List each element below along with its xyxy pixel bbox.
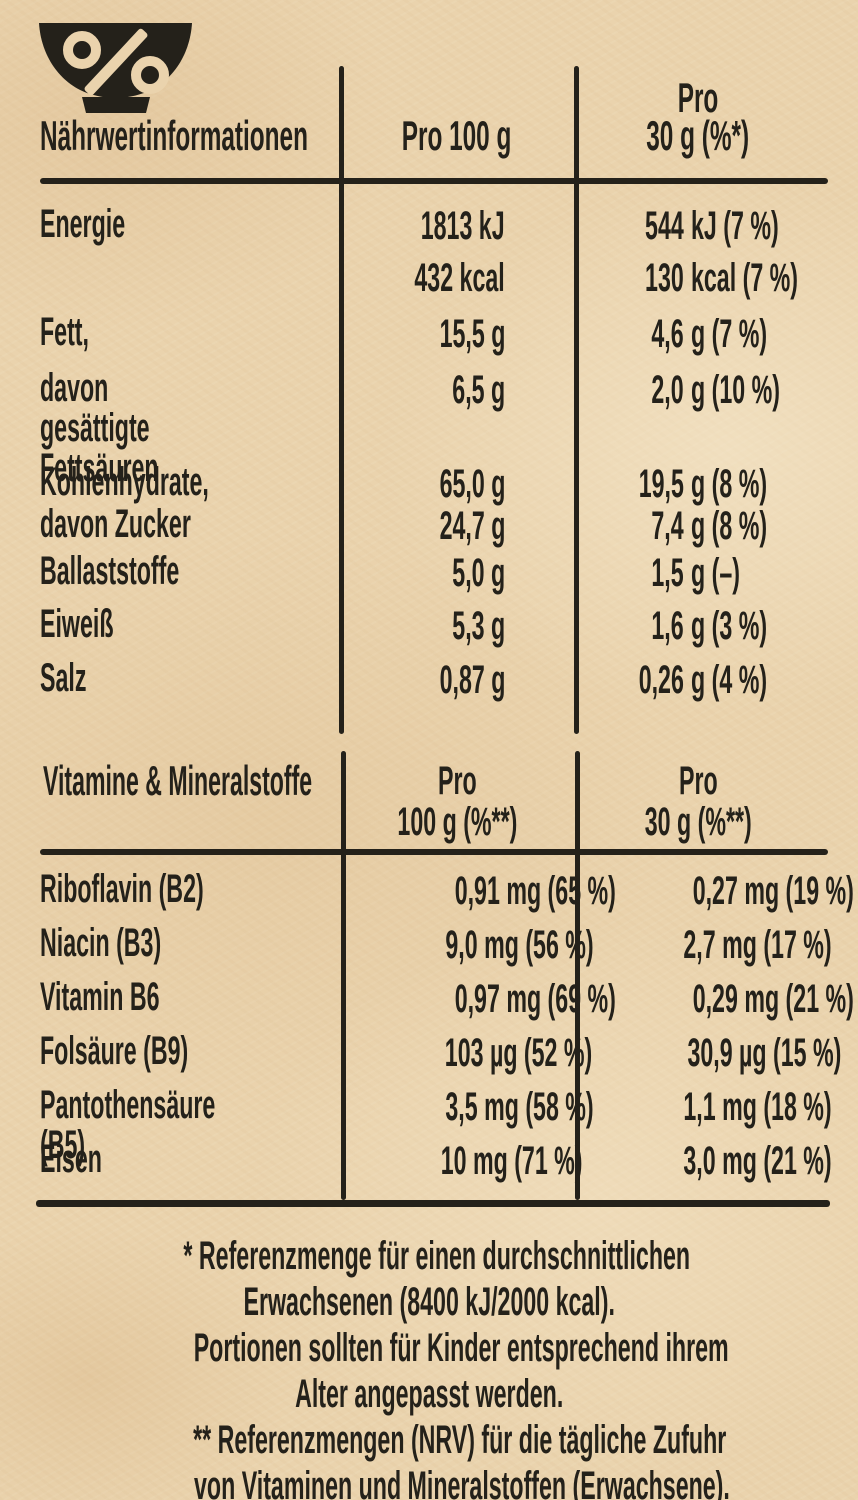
value-per-100g: 432 kcal [414, 256, 505, 300]
column-header-per-30g-line2: 30 g (%*) [646, 112, 750, 159]
row-label: Eiweiß [40, 602, 114, 646]
footnote-line: Alter angepasst werden. [294, 1372, 564, 1416]
value-per-30g: 2,0 g (10 %) [651, 368, 780, 412]
row-label: davon gesättigte Fettsäuren [40, 366, 159, 490]
value-per-30g: 4,6 g (7 %) [651, 312, 768, 356]
table-title-text: Nährwertinformationen [40, 112, 308, 159]
footnote-line: Portionen sollten für Kinder entsprechen… [193, 1326, 729, 1370]
vitamins-section-title: Vitamine & Mineralstoffe [43, 757, 313, 804]
table-row: Riboflavin (B2) 0,91 mg (65 %) 0,27 mg (… [40, 867, 854, 914]
value-per-30g: 19,5 g (8 %) [638, 462, 768, 506]
row-label: Ballaststoffe [40, 549, 180, 593]
value-per-100g: 10 mg (71 %) [440, 1139, 583, 1183]
column-divider [575, 751, 580, 1200]
column-divider [574, 66, 579, 734]
table-row: Eiweiß 5,3 g 1,6 g (3 %) [40, 604, 820, 649]
value-per-100g: 24,7 g [439, 504, 505, 548]
row-label: Energie [40, 202, 126, 246]
value-per-30g: 0,27 mg (19 %) [692, 869, 854, 913]
value-per-100g: 65,0 g [439, 462, 505, 506]
row-label: Niacin (B3) [40, 921, 162, 965]
table-row: Eisen 10 mg (71 %) 3,0 mg (21 %) [40, 1137, 832, 1184]
footnote-line: von Vitaminen und Mineralstoffen (Erwach… [194, 1464, 730, 1500]
column-divider [339, 66, 344, 734]
table-title: Nährwertinformationen [40, 112, 338, 160]
value-per-30g: 0,26 g (4 %) [638, 658, 768, 702]
footnote-line: * Referenzmenge für einen durchschnittli… [183, 1234, 691, 1278]
footnote-rule [36, 1200, 830, 1207]
vitamins-col-header-30g-line2: 30 g (%**) [644, 800, 752, 844]
row-label: Fett, [40, 310, 89, 354]
footnote-line: Erwachsenen (8400 kJ/2000 kcal). [243, 1280, 615, 1324]
table-row: Folsäure (B9) 103 µg (52 %) 30,9 µg (15 … [40, 1029, 841, 1076]
value-per-100g: 1813 kJ [421, 204, 505, 248]
table-row: Vitamin B6 0,97 mg (69 %) 0,29 mg (21 %) [40, 975, 854, 1022]
table-row: davon Zucker 24,7 g 7,4 g (8 %) [40, 504, 820, 549]
value-per-30g: 130 kcal (7 %) [645, 256, 799, 300]
table-row: davon gesättigte Fettsäuren 6,5 g 2,0 g … [40, 368, 820, 488]
value-per-30g: 7,4 g (8 %) [651, 504, 768, 548]
value-per-100g: 3,5 mg (58 %) [445, 1085, 594, 1129]
table-row: Pantothensäure (B5) 3,5 mg (58 %) 1,1 mg… [40, 1083, 832, 1167]
percent-bowl-icon [39, 23, 192, 113]
value-per-30g: 2,7 mg (17 %) [683, 923, 832, 967]
value-per-100g: 9,0 mg (56 %) [445, 923, 594, 967]
vitamins-col-header-30g-line1: Pro [678, 759, 718, 803]
vitamins-col-header-100g-line1: Pro [437, 759, 477, 803]
row-label: Eisen [40, 1137, 102, 1181]
column-divider [341, 751, 346, 1200]
value-per-100g: 5,0 g [452, 551, 505, 595]
table-row: Ballaststoffe 5,0 g 1,5 g (–) [40, 551, 820, 596]
table-row: Niacin (B3) 9,0 mg (56 %) 2,7 mg (17 %) [40, 921, 832, 968]
table-row: Energie 1813 kJ 544 kJ (7 %) [40, 204, 820, 249]
header-rule [40, 178, 828, 184]
value-per-30g: 1,5 g (–) [651, 551, 740, 595]
table-row: Salz 0,87 g 0,26 g (4 %) [40, 658, 820, 703]
table-row: Kohlenhydrate, 65,0 g 19,5 g (8 %) [40, 462, 820, 507]
value-per-30g: 0,29 mg (21 %) [692, 977, 854, 1021]
table-row: 432 kcal 130 kcal (7 %) [40, 256, 820, 301]
footnote-line: ** Referenzmengen (NRV) für die tägliche… [193, 1418, 727, 1462]
row-label: Pantothensäure (B5) [40, 1083, 216, 1167]
row-label: Kohlenhydrate, [40, 460, 209, 504]
value-per-100g: 5,3 g [452, 604, 505, 648]
value-per-100g: 15,5 g [439, 312, 505, 356]
value-per-30g: 1,6 g (3 %) [651, 604, 768, 648]
row-label: Vitamin B6 [40, 975, 160, 1019]
value-per-100g: 0,87 g [439, 658, 505, 702]
value-per-100g: 103 µg (52 %) [444, 1031, 593, 1075]
column-header-per-100g: Pro 100 g [402, 112, 512, 159]
row-label: Folsäure (B9) [40, 1029, 189, 1073]
vitamins-col-header-100g-line2: 100 g (%**) [397, 800, 517, 844]
row-label: davon Zucker [40, 502, 191, 546]
value-per-100g: 0,97 mg (69 %) [454, 977, 616, 1021]
value-per-30g: 544 kJ (7 %) [645, 204, 779, 248]
table-row: Fett, 15,5 g 4,6 g (7 %) [40, 312, 820, 357]
value-per-100g: 6,5 g [452, 368, 505, 412]
row-label: Salz [40, 656, 87, 700]
column-header-per-30g-line1: Pro [677, 74, 719, 121]
value-per-100g: 0,91 mg (65 %) [454, 869, 616, 913]
vitamins-header-rule [40, 849, 828, 855]
value-per-30g: 3,0 mg (21 %) [683, 1139, 832, 1183]
row-label: Riboflavin (B2) [40, 867, 204, 911]
value-per-30g: 30,9 µg (15 %) [687, 1031, 842, 1075]
value-per-30g: 1,1 mg (18 %) [683, 1085, 832, 1129]
